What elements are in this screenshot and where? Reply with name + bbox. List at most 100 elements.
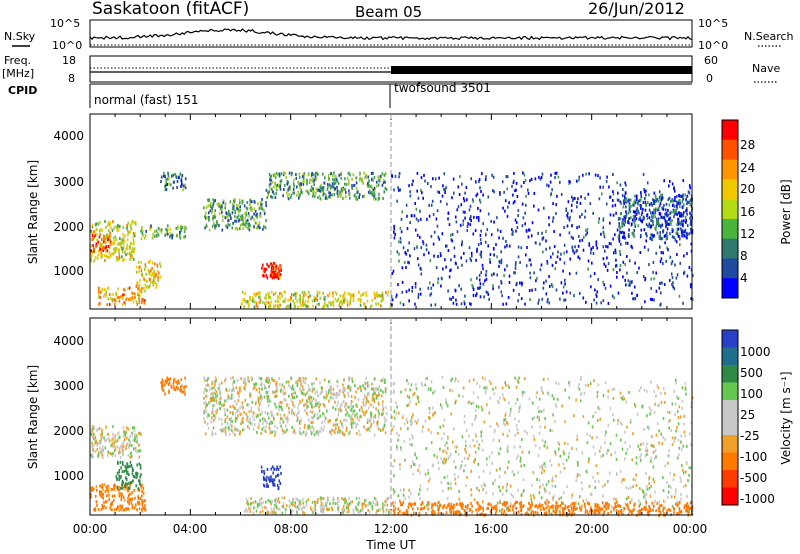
power-cell (235, 219, 238, 223)
power-cell (126, 224, 128, 227)
power-cell (682, 195, 684, 199)
power-cell (622, 205, 625, 209)
power-cell (641, 211, 643, 215)
power-cell (465, 259, 468, 263)
power-cell (419, 235, 421, 239)
power-cell (242, 227, 244, 231)
velocity-cell (644, 454, 647, 458)
power-cell (296, 193, 298, 197)
velocity-cell (109, 502, 112, 506)
velocity-cell (261, 410, 263, 414)
power-cell (394, 232, 396, 236)
power-cell (492, 189, 494, 193)
velocity-cell (371, 505, 373, 509)
power-cell (245, 211, 247, 214)
velocity-cell (90, 453, 92, 457)
power-cell (676, 223, 678, 227)
velocity-cell (635, 484, 638, 488)
power-cell (623, 194, 626, 198)
power-cell (165, 188, 168, 191)
velocity-cell (489, 471, 491, 475)
velocity-cell (371, 507, 374, 511)
power-cell (658, 234, 661, 238)
power-cell (601, 192, 603, 196)
power-cell (253, 207, 255, 211)
power-cell (266, 276, 269, 280)
power-cell (670, 210, 672, 214)
power-cell (461, 182, 463, 186)
power-cell (680, 231, 683, 234)
power-cell (104, 246, 106, 250)
power-cell (374, 293, 376, 297)
velocity-cell (268, 416, 270, 420)
velocity-cell (261, 470, 263, 474)
power-cell (241, 216, 244, 219)
power-cell (316, 189, 318, 193)
power-cell (662, 229, 664, 233)
velocity-cell (252, 501, 254, 505)
power-cell (679, 211, 681, 215)
power-cell (567, 216, 569, 220)
velocity-cell (368, 426, 370, 430)
power-cell (452, 177, 455, 181)
power-cell (408, 184, 410, 188)
power-cell (524, 302, 526, 306)
power-cell (232, 221, 234, 225)
power-cell (576, 249, 578, 252)
power-cell (316, 303, 318, 306)
velocity-cell (109, 507, 112, 511)
velocity-cell (563, 452, 565, 456)
power-cell (476, 276, 478, 280)
power-cell (670, 200, 672, 203)
velocity-cell (357, 429, 360, 433)
power-cell (253, 292, 255, 296)
power-cell (255, 221, 258, 225)
velocity-cell (406, 420, 409, 424)
power-cell (675, 209, 677, 213)
power-cell (476, 192, 479, 196)
velocity-cell (281, 383, 284, 387)
power-cell (397, 283, 399, 287)
power-cell (351, 294, 353, 297)
velocity-cell (362, 398, 365, 402)
power-cell (464, 210, 466, 214)
power-cell (91, 234, 94, 238)
power-cell (474, 229, 477, 232)
freq-right-label: Nave (752, 62, 780, 75)
power-cell (655, 224, 657, 228)
velocity-cell (203, 417, 205, 421)
velocity-cell (591, 425, 594, 429)
velocity-cell (370, 422, 373, 426)
velocity-cell (319, 414, 321, 418)
power-cell (380, 299, 383, 303)
power-cell (656, 220, 658, 224)
velocity-cell (377, 401, 380, 405)
velocity-cell (336, 384, 339, 388)
power-cell (463, 251, 465, 255)
power-cell (97, 289, 100, 293)
velocity-cell (229, 405, 232, 409)
power-cell (269, 305, 272, 309)
velocity-cell (268, 476, 270, 480)
power-colorbar-swatch (722, 120, 738, 141)
velocity-cell (454, 477, 457, 481)
power-cell (579, 201, 582, 205)
velocity-cell (91, 430, 94, 434)
power-cell (233, 207, 235, 211)
power-cell (107, 286, 110, 290)
power-cell (375, 197, 377, 201)
velocity-cell (454, 401, 456, 405)
power-cell (471, 198, 474, 202)
velocity-cell (305, 503, 308, 507)
power-cell (607, 262, 610, 266)
velocity-cell (226, 422, 229, 425)
velocity-cell (343, 418, 346, 422)
velocity-cell (319, 499, 322, 503)
power-cell (141, 301, 143, 305)
velocity-cell (375, 498, 377, 502)
power-cell (427, 182, 429, 185)
power-cell (686, 207, 688, 211)
power-cell (496, 216, 498, 220)
power-cell (646, 181, 649, 185)
power-cell (141, 227, 143, 231)
